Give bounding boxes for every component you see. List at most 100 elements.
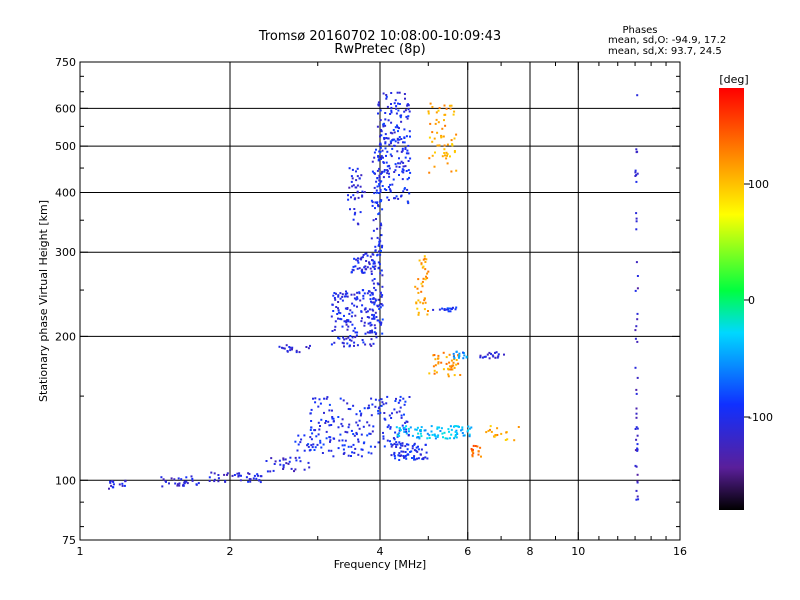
echo-point bbox=[358, 419, 361, 422]
echo-point bbox=[635, 148, 638, 151]
echo-point bbox=[442, 368, 445, 371]
echo-point bbox=[360, 433, 363, 436]
echo-point bbox=[386, 395, 389, 398]
echo-point bbox=[415, 446, 418, 449]
echo-point bbox=[347, 445, 350, 448]
echo-point bbox=[210, 471, 213, 474]
echo-point bbox=[356, 305, 358, 308]
echo-point bbox=[380, 249, 382, 252]
echo-point bbox=[407, 427, 410, 430]
echo-point bbox=[390, 109, 393, 112]
echo-point bbox=[352, 265, 355, 268]
echo-point bbox=[348, 345, 351, 348]
echo-point bbox=[295, 349, 298, 352]
echo-point bbox=[636, 340, 639, 343]
echo-point bbox=[636, 434, 639, 437]
echo-point bbox=[308, 449, 311, 452]
echo-point bbox=[337, 295, 340, 298]
echo-point bbox=[369, 255, 372, 258]
echo-point bbox=[381, 332, 384, 335]
echo-point bbox=[443, 104, 446, 107]
echo-point bbox=[400, 120, 403, 123]
echo-point bbox=[355, 413, 358, 416]
echo-point bbox=[471, 454, 474, 457]
echo-point bbox=[375, 148, 377, 151]
echo-point bbox=[424, 456, 427, 459]
echo-point bbox=[394, 99, 397, 102]
echo-point bbox=[420, 426, 423, 429]
echo-point bbox=[435, 371, 438, 374]
echo-point bbox=[350, 175, 353, 178]
echo-point bbox=[426, 457, 429, 460]
echo-point bbox=[431, 433, 434, 436]
echo-point bbox=[397, 454, 400, 457]
echo-point bbox=[110, 484, 113, 487]
echo-point bbox=[111, 486, 114, 489]
echo-point bbox=[346, 328, 349, 331]
echo-point bbox=[443, 431, 446, 434]
echo-point bbox=[431, 106, 434, 108]
echo-point bbox=[400, 138, 403, 140]
echo-point bbox=[400, 414, 403, 417]
echo-point bbox=[445, 151, 448, 154]
echo-point bbox=[422, 302, 424, 305]
echo-point bbox=[372, 425, 375, 428]
echo-point bbox=[405, 152, 408, 155]
echo-point bbox=[383, 169, 386, 171]
echo-point bbox=[399, 406, 402, 409]
echo-point bbox=[398, 441, 401, 444]
echo-point bbox=[380, 269, 383, 272]
echo-point bbox=[369, 432, 372, 435]
echo-point bbox=[383, 170, 386, 173]
echo-point bbox=[327, 449, 330, 452]
echo-point bbox=[453, 110, 456, 113]
echo-point bbox=[457, 425, 459, 428]
echo-point bbox=[347, 426, 350, 429]
echo-point bbox=[382, 161, 385, 164]
echo-point bbox=[191, 477, 194, 480]
echo-point bbox=[383, 412, 386, 414]
echo-point bbox=[379, 222, 382, 225]
echo-point bbox=[395, 195, 398, 198]
echo-point bbox=[424, 297, 426, 300]
echo-point bbox=[375, 336, 378, 339]
echo-point bbox=[394, 140, 397, 143]
echo-point bbox=[401, 424, 404, 427]
echo-point bbox=[420, 282, 423, 285]
echo-point bbox=[371, 313, 374, 316]
echo-point bbox=[324, 422, 327, 424]
grid-lines bbox=[80, 62, 680, 540]
echo-point bbox=[331, 416, 334, 418]
echo-point bbox=[436, 131, 439, 134]
echo-point bbox=[272, 469, 275, 472]
echo-point bbox=[314, 397, 317, 400]
echo-point bbox=[379, 306, 382, 309]
echo-point bbox=[404, 165, 407, 168]
echo-point bbox=[636, 318, 639, 321]
echo-point bbox=[315, 435, 318, 438]
echo-point bbox=[379, 323, 382, 326]
echo-point bbox=[386, 150, 389, 153]
echo-point bbox=[347, 336, 350, 339]
echo-point bbox=[407, 430, 410, 433]
echo-point bbox=[377, 298, 380, 301]
echo-point bbox=[294, 440, 297, 443]
echo-point bbox=[403, 128, 406, 131]
echo-point bbox=[118, 483, 121, 486]
echo-point bbox=[407, 144, 410, 147]
echo-point bbox=[310, 408, 313, 411]
echo-point bbox=[455, 359, 458, 361]
echo-point bbox=[404, 147, 407, 149]
echo-point bbox=[382, 123, 385, 126]
echo-point bbox=[406, 104, 409, 107]
echo-point bbox=[390, 140, 393, 143]
echo-point bbox=[168, 482, 170, 485]
echo-point bbox=[111, 480, 114, 482]
echo-point bbox=[635, 228, 638, 231]
echo-point bbox=[374, 265, 377, 268]
echo-point bbox=[319, 402, 322, 405]
data-points bbox=[108, 91, 640, 501]
echo-point bbox=[343, 338, 346, 341]
echo-point bbox=[317, 433, 320, 436]
